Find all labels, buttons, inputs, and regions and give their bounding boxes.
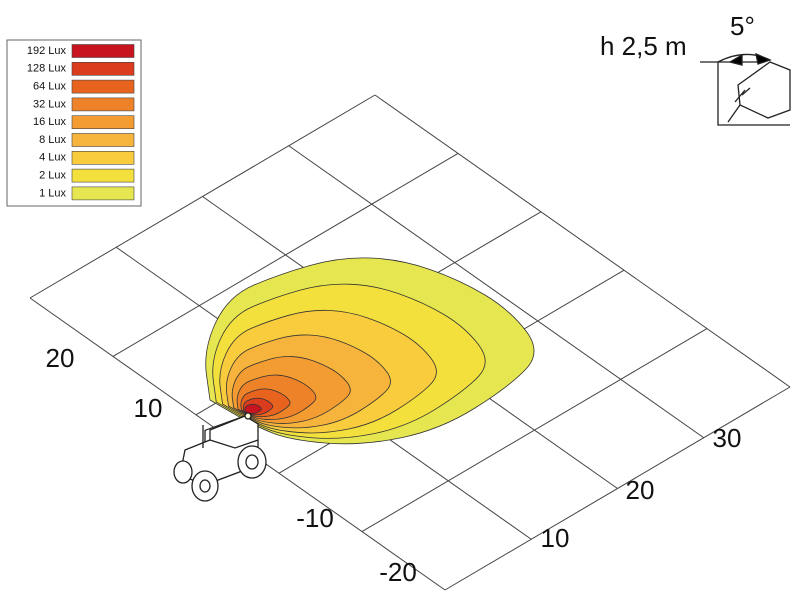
legend-swatch [71, 115, 135, 129]
legend-label: 8 Lux [39, 134, 66, 146]
legend-swatch [71, 97, 135, 112]
legend-swatch [71, 168, 135, 183]
legend-swatch [71, 44, 135, 58]
legend-swatch [71, 133, 135, 147]
legend-swatch [71, 79, 135, 94]
axis-label: 30 [713, 423, 742, 453]
legend-label: 2 Lux [39, 170, 66, 182]
legend: 192 Lux 128 Lux 64 Lux 32 Lux 16 Lux 8 Lux 4 L… [6, 39, 142, 207]
legend-label: 4 Lux [39, 152, 66, 164]
legend-swatch [71, 151, 135, 165]
isolux-area [244, 403, 262, 414]
legend-swatch [71, 186, 135, 201]
mounting-icon [700, 52, 791, 126]
legend-swatch [71, 61, 135, 76]
axis-label: -20 [379, 557, 417, 587]
tractor [173, 412, 267, 502]
mounting-tilt: 5° [730, 11, 755, 41]
grid-line [288, 145, 705, 439]
legend-label: 1 Lux [39, 187, 66, 199]
legend-label: 64 Lux [33, 81, 67, 93]
legend-label: 32 Lux [33, 98, 67, 110]
legend-label: 16 Lux [33, 116, 67, 128]
isolux-contours [205, 257, 535, 445]
axis-label: -10 [296, 503, 334, 533]
axis-label: 10 [134, 393, 163, 423]
grid-line [374, 94, 791, 388]
legend-label: 128 Lux [27, 63, 67, 75]
axis-label: 20 [626, 475, 655, 505]
axis-label: 10 [541, 523, 570, 553]
legend-label: 192 Lux [27, 45, 67, 57]
mounting-height: h 2,5 m [600, 31, 687, 61]
axis-label: 20 [46, 343, 75, 373]
